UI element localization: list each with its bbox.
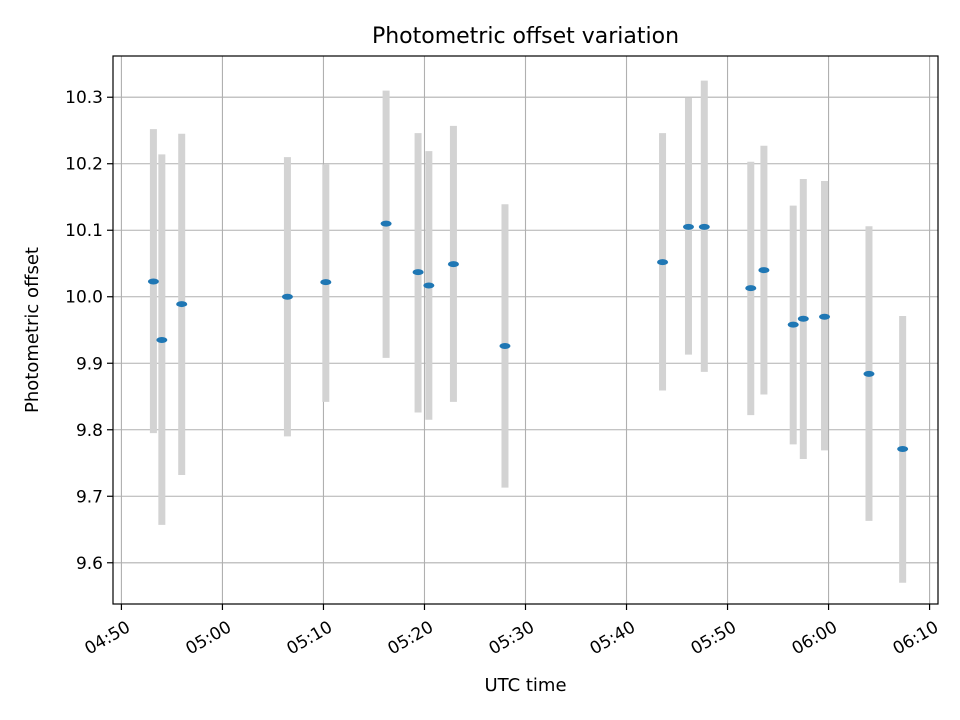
y-tick-label: 9.6 [76, 554, 103, 574]
chart-title: Photometric offset variation [372, 24, 679, 49]
y-tick-label: 10.1 [65, 221, 103, 241]
data-point [745, 285, 757, 292]
y-tick-label: 10.0 [65, 288, 103, 308]
y-tick-label: 9.7 [76, 487, 103, 507]
error-bars [149, 80, 907, 583]
x-tick-label: 05:40 [587, 617, 639, 659]
data-point [176, 301, 188, 308]
data-point [423, 282, 435, 289]
y-tick-label: 9.8 [76, 421, 103, 441]
x-axis-label: UTC time [484, 675, 566, 696]
data-point [447, 261, 459, 268]
grid [113, 56, 938, 604]
x-tick-label: 04:50 [81, 617, 133, 659]
x-tick-label: 05:10 [284, 617, 336, 659]
data-point [758, 267, 770, 274]
y-tick-label: 10.2 [65, 155, 103, 175]
data-point [863, 370, 875, 377]
y-tick-label: 10.3 [65, 88, 103, 108]
x-tick-label: 05:50 [688, 617, 740, 659]
y-axis-label: Photometric offset [22, 247, 43, 413]
data-point [657, 259, 669, 266]
data-point [698, 223, 710, 230]
y-tick-label: 9.9 [76, 354, 103, 374]
data-point [147, 278, 159, 285]
data-point [797, 315, 809, 322]
data-points [147, 220, 909, 453]
x-tick-label: 05:20 [385, 617, 437, 659]
data-point [412, 269, 424, 276]
x-tick-label: 05:00 [183, 617, 235, 659]
data-point [156, 336, 168, 343]
data-point [380, 220, 392, 227]
data-point [897, 446, 909, 453]
data-point [281, 293, 293, 300]
data-point [682, 223, 694, 230]
data-point [787, 321, 799, 328]
x-tick-label: 06:00 [789, 617, 841, 659]
x-tick-label: 06:10 [890, 617, 942, 659]
x-tick-label: 05:30 [486, 617, 538, 659]
data-point [320, 279, 332, 286]
data-point [499, 342, 511, 349]
data-point [819, 313, 831, 320]
